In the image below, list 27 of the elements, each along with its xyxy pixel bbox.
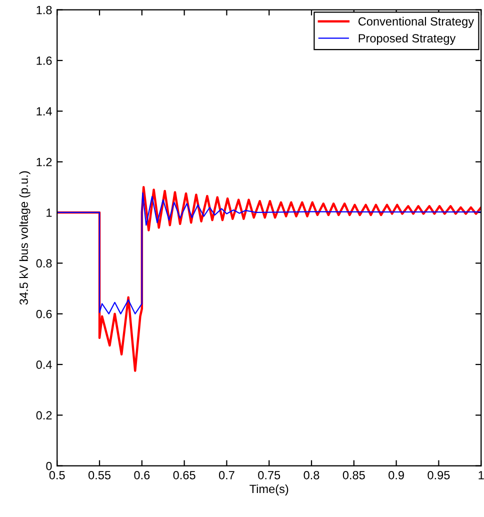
x-tick-label: 0.85	[342, 470, 365, 480]
x-tick-label: 0.95	[428, 470, 450, 480]
x-tick-label: 0.7	[218, 470, 234, 480]
line-series	[57, 186, 482, 372]
y-tick-label: 0.8	[36, 259, 52, 268]
line-series	[57, 192, 482, 314]
y-tick-label: 1.6	[36, 56, 52, 65]
legend-label: Conventional Strategy	[358, 16, 474, 28]
x-tick-label: 0.5	[49, 470, 65, 480]
y-axis-title: 34.5 kV bus voltage (p.u.)	[19, 171, 30, 305]
y-tick-label: 1	[46, 208, 52, 217]
y-tick-label: 0.4	[36, 360, 52, 369]
legend-label: Proposed Strategy	[358, 34, 456, 45]
y-tick-label: 0	[46, 462, 52, 470]
x-tick-label: 0.75	[258, 470, 280, 480]
y-tick-label: 1.4	[36, 107, 52, 116]
y-tick-label: 1.8	[36, 6, 52, 14]
x-axis-title: Time(s)	[250, 484, 288, 496]
x-tick-label: 0.9	[388, 470, 404, 480]
x-tick-label: 0.6	[134, 470, 150, 480]
y-tick-label: 0.6	[36, 310, 52, 318]
x-tick-label: 0.65	[173, 470, 196, 480]
x-tick-label: 0.8	[304, 470, 320, 480]
y-tick-label: 0.2	[36, 411, 52, 420]
y-tick-label: 1.2	[36, 158, 52, 166]
x-tick-label: 0.55	[88, 470, 111, 480]
x-tick-label: 1	[478, 471, 484, 480]
